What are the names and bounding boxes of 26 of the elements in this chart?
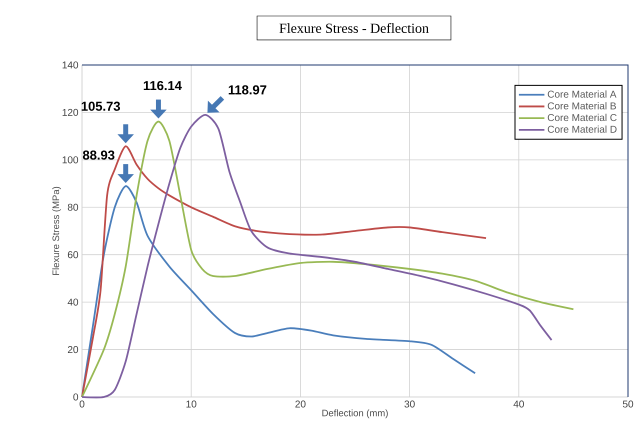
x-tick-label: 0 bbox=[80, 400, 84, 408]
x-tick-label: 40 bbox=[514, 400, 524, 408]
legend-label: Core Material D bbox=[548, 125, 617, 133]
x-tick-label: 20 bbox=[295, 400, 306, 408]
legend-label: Core Material A bbox=[548, 90, 616, 98]
y-tick-label: 140 bbox=[62, 61, 78, 69]
line-series bbox=[81, 145, 487, 398]
legend-label: Core Material B bbox=[548, 102, 616, 110]
y-tick-label: 0 bbox=[73, 393, 78, 401]
y-tick-label: 20 bbox=[68, 346, 78, 354]
annotation: 105.73 bbox=[82, 102, 120, 111]
y-tick-label: 80 bbox=[68, 204, 78, 211]
x-tick-label: 50 bbox=[622, 400, 634, 408]
annotation: 118.97 bbox=[228, 85, 266, 94]
legend-label: Core Material C bbox=[548, 114, 617, 122]
y-axis-title: Flexure Stress (MPa) bbox=[52, 186, 62, 275]
y-tick-label: 60 bbox=[68, 251, 78, 258]
x-axis-title: Deflection (mm) bbox=[322, 409, 388, 418]
annotation: 116.14 bbox=[144, 80, 182, 90]
chart-title: Flexure Stress - Deflection bbox=[279, 23, 429, 33]
y-tick-label: 100 bbox=[62, 156, 78, 164]
y-tick-label: 40 bbox=[68, 298, 78, 306]
annotation: 88.93 bbox=[82, 150, 114, 160]
y-tick-label: 120 bbox=[62, 108, 78, 116]
x-tick-label: 30 bbox=[404, 400, 415, 408]
x-tick-label: 10 bbox=[186, 400, 196, 408]
